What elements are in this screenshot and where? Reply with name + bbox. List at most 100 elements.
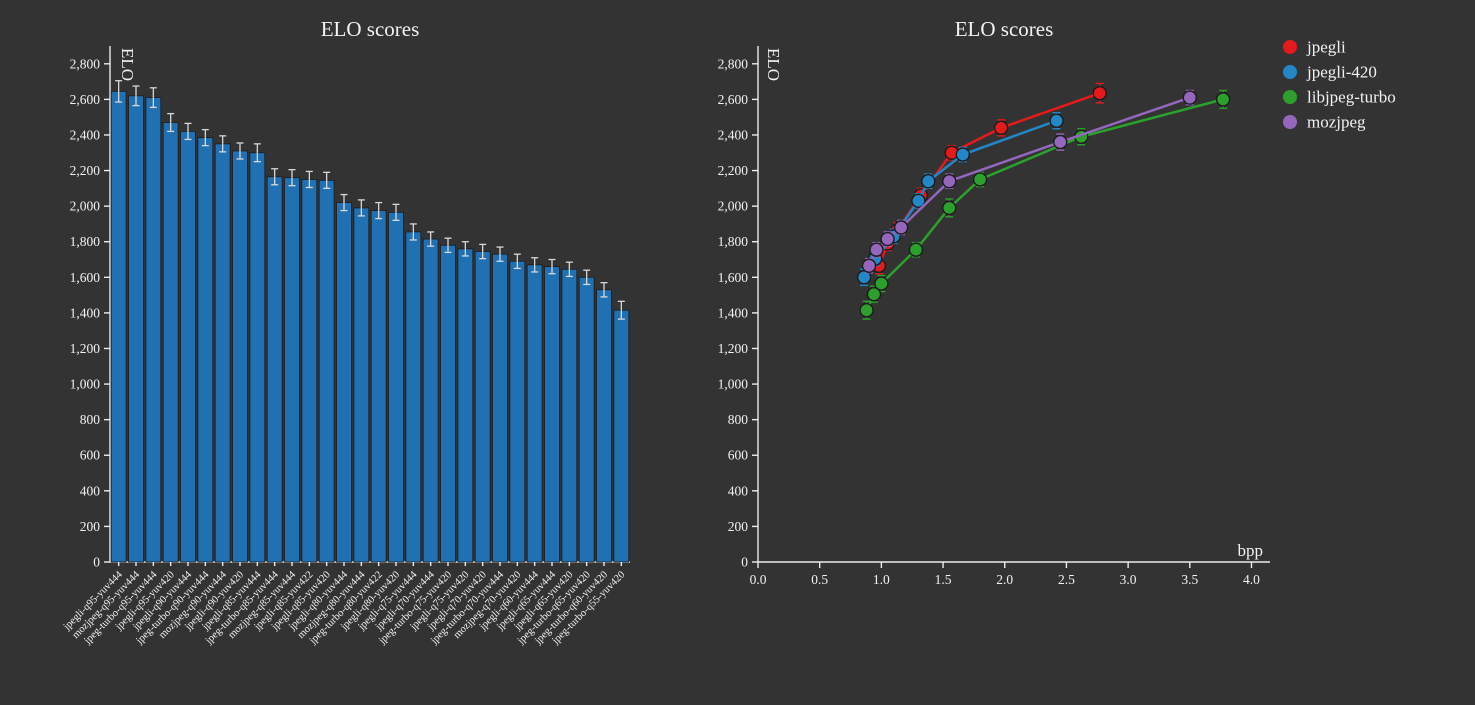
x-tick-label: 2.0 [996, 572, 1013, 587]
y-tick-label: 1,400 [70, 305, 101, 320]
y-tick-label: 1,800 [718, 234, 749, 249]
x-tick-label: 3.5 [1181, 572, 1198, 587]
data-point-libjpeg-turbo [942, 200, 957, 216]
x-tick-label: 0.0 [750, 572, 767, 587]
bar [180, 131, 196, 563]
y-tick-label: 2,600 [718, 92, 749, 107]
legend-marker-jpegli [1283, 40, 1297, 54]
legend-label-libjpeg-turbo: libjpeg-turbo [1307, 88, 1396, 107]
data-point-jpegli-420 [955, 147, 970, 162]
data-point-libjpeg-turbo [972, 172, 988, 187]
bar [145, 97, 162, 563]
scatter-chart: 0 200 400 600 800 1,000 1,200 1,400 1,600 1,800 2,… [690, 0, 1475, 701]
y-tick-label: 800 [728, 412, 749, 427]
legend: jpegli jpegli-420 libjpeg-turbo mozjpeg [1283, 38, 1396, 132]
data-point-jpegli-420 [921, 174, 936, 189]
bar [526, 264, 543, 563]
y-tick-label: 200 [728, 519, 749, 534]
data-point-libjpeg-turbo [874, 276, 889, 291]
y-tick-label: 1,600 [718, 270, 749, 285]
y-tick-label: 1,200 [718, 341, 749, 356]
bar [492, 253, 508, 563]
bar [249, 152, 266, 563]
bar-chart-y-axis-title: ELO [118, 48, 137, 81]
bar [232, 150, 248, 563]
bar [457, 248, 474, 563]
bar [128, 95, 144, 563]
y-tick-label: 600 [728, 448, 749, 463]
data-point-mozjpeg [880, 231, 895, 247]
y-tick-label: 2,400 [70, 127, 101, 142]
bar [162, 122, 179, 563]
x-tick-label: 2.5 [1058, 572, 1075, 587]
y-tick-label: 1,000 [718, 377, 749, 392]
y-tick-label: 2,600 [70, 92, 101, 107]
data-point-jpegli [1092, 85, 1107, 101]
bar-chart-title: ELO scores [321, 17, 420, 41]
bar [544, 266, 560, 563]
bar-chart-svg: 0 200 400 600 800 1,000 1,200 1,400 1,600 1,800 2,… [61, 17, 630, 647]
bar [578, 276, 595, 563]
bar [318, 179, 335, 563]
y-tick-label: 1,600 [70, 270, 101, 285]
legend-marker-jpegli-420 [1283, 65, 1297, 79]
bar [214, 143, 231, 563]
data-point-mozjpeg [861, 258, 877, 273]
y-tick-label: 1,400 [718, 305, 749, 320]
data-point-mozjpeg [942, 174, 957, 189]
series-line-mozjpeg [867, 96, 1191, 267]
bar [596, 289, 612, 563]
y-tick-label: 1,200 [70, 341, 101, 356]
y-tick-label: 0 [741, 555, 748, 570]
data-point-mozjpeg [869, 242, 884, 257]
y-tick-label: 0 [93, 555, 100, 570]
bar [336, 202, 352, 563]
x-tick-label: 4.0 [1243, 572, 1260, 587]
scatter-chart-y-axis-title: ELO [764, 48, 783, 81]
bar [440, 244, 456, 563]
legend-marker-mozjpeg [1283, 115, 1297, 129]
y-tick-label: 400 [80, 483, 101, 498]
y-tick-label: 2,000 [718, 199, 749, 214]
data-point-libjpeg-turbo [866, 287, 882, 302]
legend-label-jpegli-420: jpegli-420 [1306, 63, 1377, 82]
bar [284, 177, 300, 563]
data-point-mozjpeg [1053, 134, 1068, 150]
y-tick-label: 2,800 [70, 56, 101, 71]
bar [509, 260, 526, 563]
y-tick-label: 400 [728, 483, 749, 498]
x-tick-label: 1.5 [935, 572, 952, 587]
bar [197, 137, 214, 563]
series-line-jpegli [877, 91, 1101, 267]
bar [405, 231, 422, 563]
legend-marker-libjpeg-turbo [1283, 90, 1297, 104]
legend-label-jpegli: jpegli [1306, 38, 1346, 57]
bar [110, 90, 127, 563]
y-tick-label: 1,000 [70, 377, 101, 392]
y-tick-label: 800 [80, 412, 101, 427]
bar [474, 251, 491, 563]
bar-chart-plot: 0 200 400 600 800 1,000 1,200 1,400 1,600 1,800 2,… [61, 46, 630, 647]
bar [561, 268, 578, 563]
data-point-libjpeg-turbo [1215, 92, 1231, 107]
legend-label-mozjpeg: mozjpeg [1307, 113, 1366, 132]
data-point-jpegli-420 [911, 193, 926, 209]
bar [370, 210, 387, 563]
bar [301, 179, 318, 563]
scatter-chart-x-axis-title: bpp [1238, 541, 1264, 560]
y-tick-label: 2,000 [70, 199, 101, 214]
y-tick-label: 1,800 [70, 234, 101, 249]
y-tick-label: 2,800 [718, 56, 749, 71]
y-tick-label: 600 [80, 448, 101, 463]
x-tick-label: 3.0 [1120, 572, 1137, 587]
scatter-chart-svg: 0 200 400 600 800 1,000 1,200 1,400 1,600 1,800 2,… [718, 17, 1396, 587]
data-point-mozjpeg [1182, 90, 1198, 105]
bar [353, 207, 370, 563]
x-tick-label: 1.0 [873, 572, 890, 587]
data-point-mozjpeg [893, 220, 909, 235]
bar [422, 238, 439, 563]
y-tick-label: 2,200 [718, 163, 749, 178]
y-tick-label: 200 [80, 519, 101, 534]
data-point-libjpeg-turbo [908, 242, 924, 257]
